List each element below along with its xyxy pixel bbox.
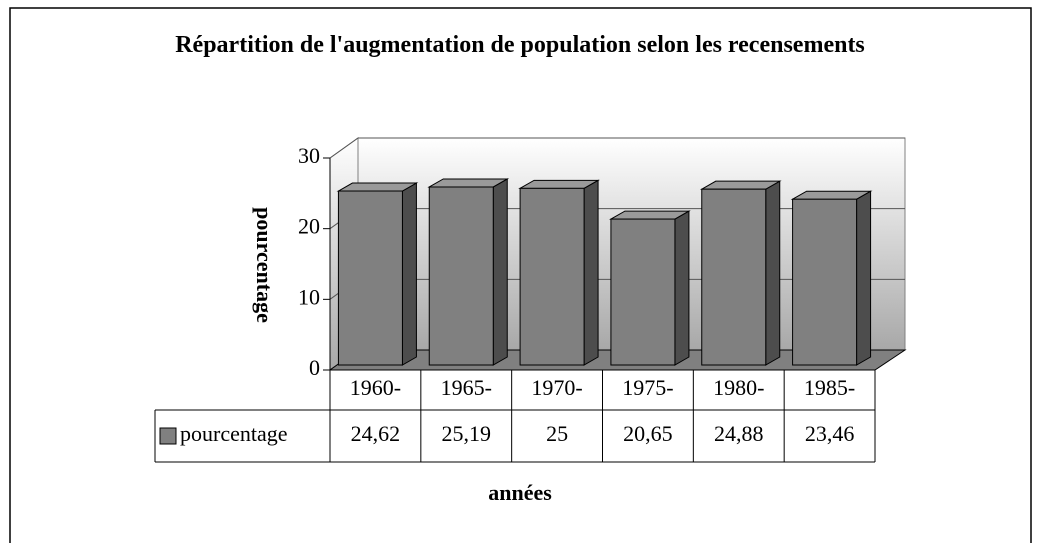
- x-tick-label: 1965-: [441, 375, 492, 400]
- table-value: 25: [546, 421, 568, 446]
- table-value: 20,65: [623, 421, 673, 446]
- table-value: 25,19: [442, 421, 492, 446]
- bar-top: [790, 190, 873, 200]
- chart-title: Répartition de l'augmentation de populat…: [175, 32, 865, 58]
- bar: [519, 187, 585, 366]
- x-tick-label: 1980-: [713, 375, 764, 400]
- table-value: 24,88: [714, 421, 764, 446]
- bar-side: [765, 180, 781, 366]
- bar-top: [518, 179, 600, 189]
- x-tick-label: 1960-: [350, 375, 401, 400]
- bar-top: [336, 182, 419, 192]
- x-tick-label: 1985-: [804, 375, 855, 400]
- bar-side: [492, 178, 508, 366]
- bar: [701, 188, 767, 366]
- bar-side: [401, 182, 417, 366]
- chart-border: [9, 7, 1032, 543]
- bar-top: [699, 180, 782, 190]
- bar-top: [609, 210, 691, 220]
- table-value: 24,62: [351, 421, 401, 446]
- legend-key: [159, 427, 177, 445]
- bar: [610, 218, 676, 366]
- bar: [337, 190, 403, 366]
- legend-label: pourcentage: [180, 421, 288, 446]
- x-axis-label: années: [488, 480, 552, 505]
- grid-line-side: [329, 137, 359, 159]
- y-tick-label: 0: [309, 355, 320, 380]
- bar: [428, 186, 494, 366]
- y-tick-label: 30: [298, 143, 320, 168]
- bar: [792, 198, 858, 366]
- y-tick-label: 10: [298, 284, 320, 309]
- x-tick-label: 1975-: [622, 375, 673, 400]
- x-tick-label: 1970-: [531, 375, 582, 400]
- bar-side: [583, 179, 599, 366]
- bar-side: [674, 210, 690, 366]
- table-value: 23,46: [805, 421, 855, 446]
- bar-side: [856, 190, 872, 366]
- bar-top: [427, 178, 510, 188]
- y-axis-label: pourcentage: [252, 207, 277, 323]
- y-tick-label: 20: [298, 214, 320, 239]
